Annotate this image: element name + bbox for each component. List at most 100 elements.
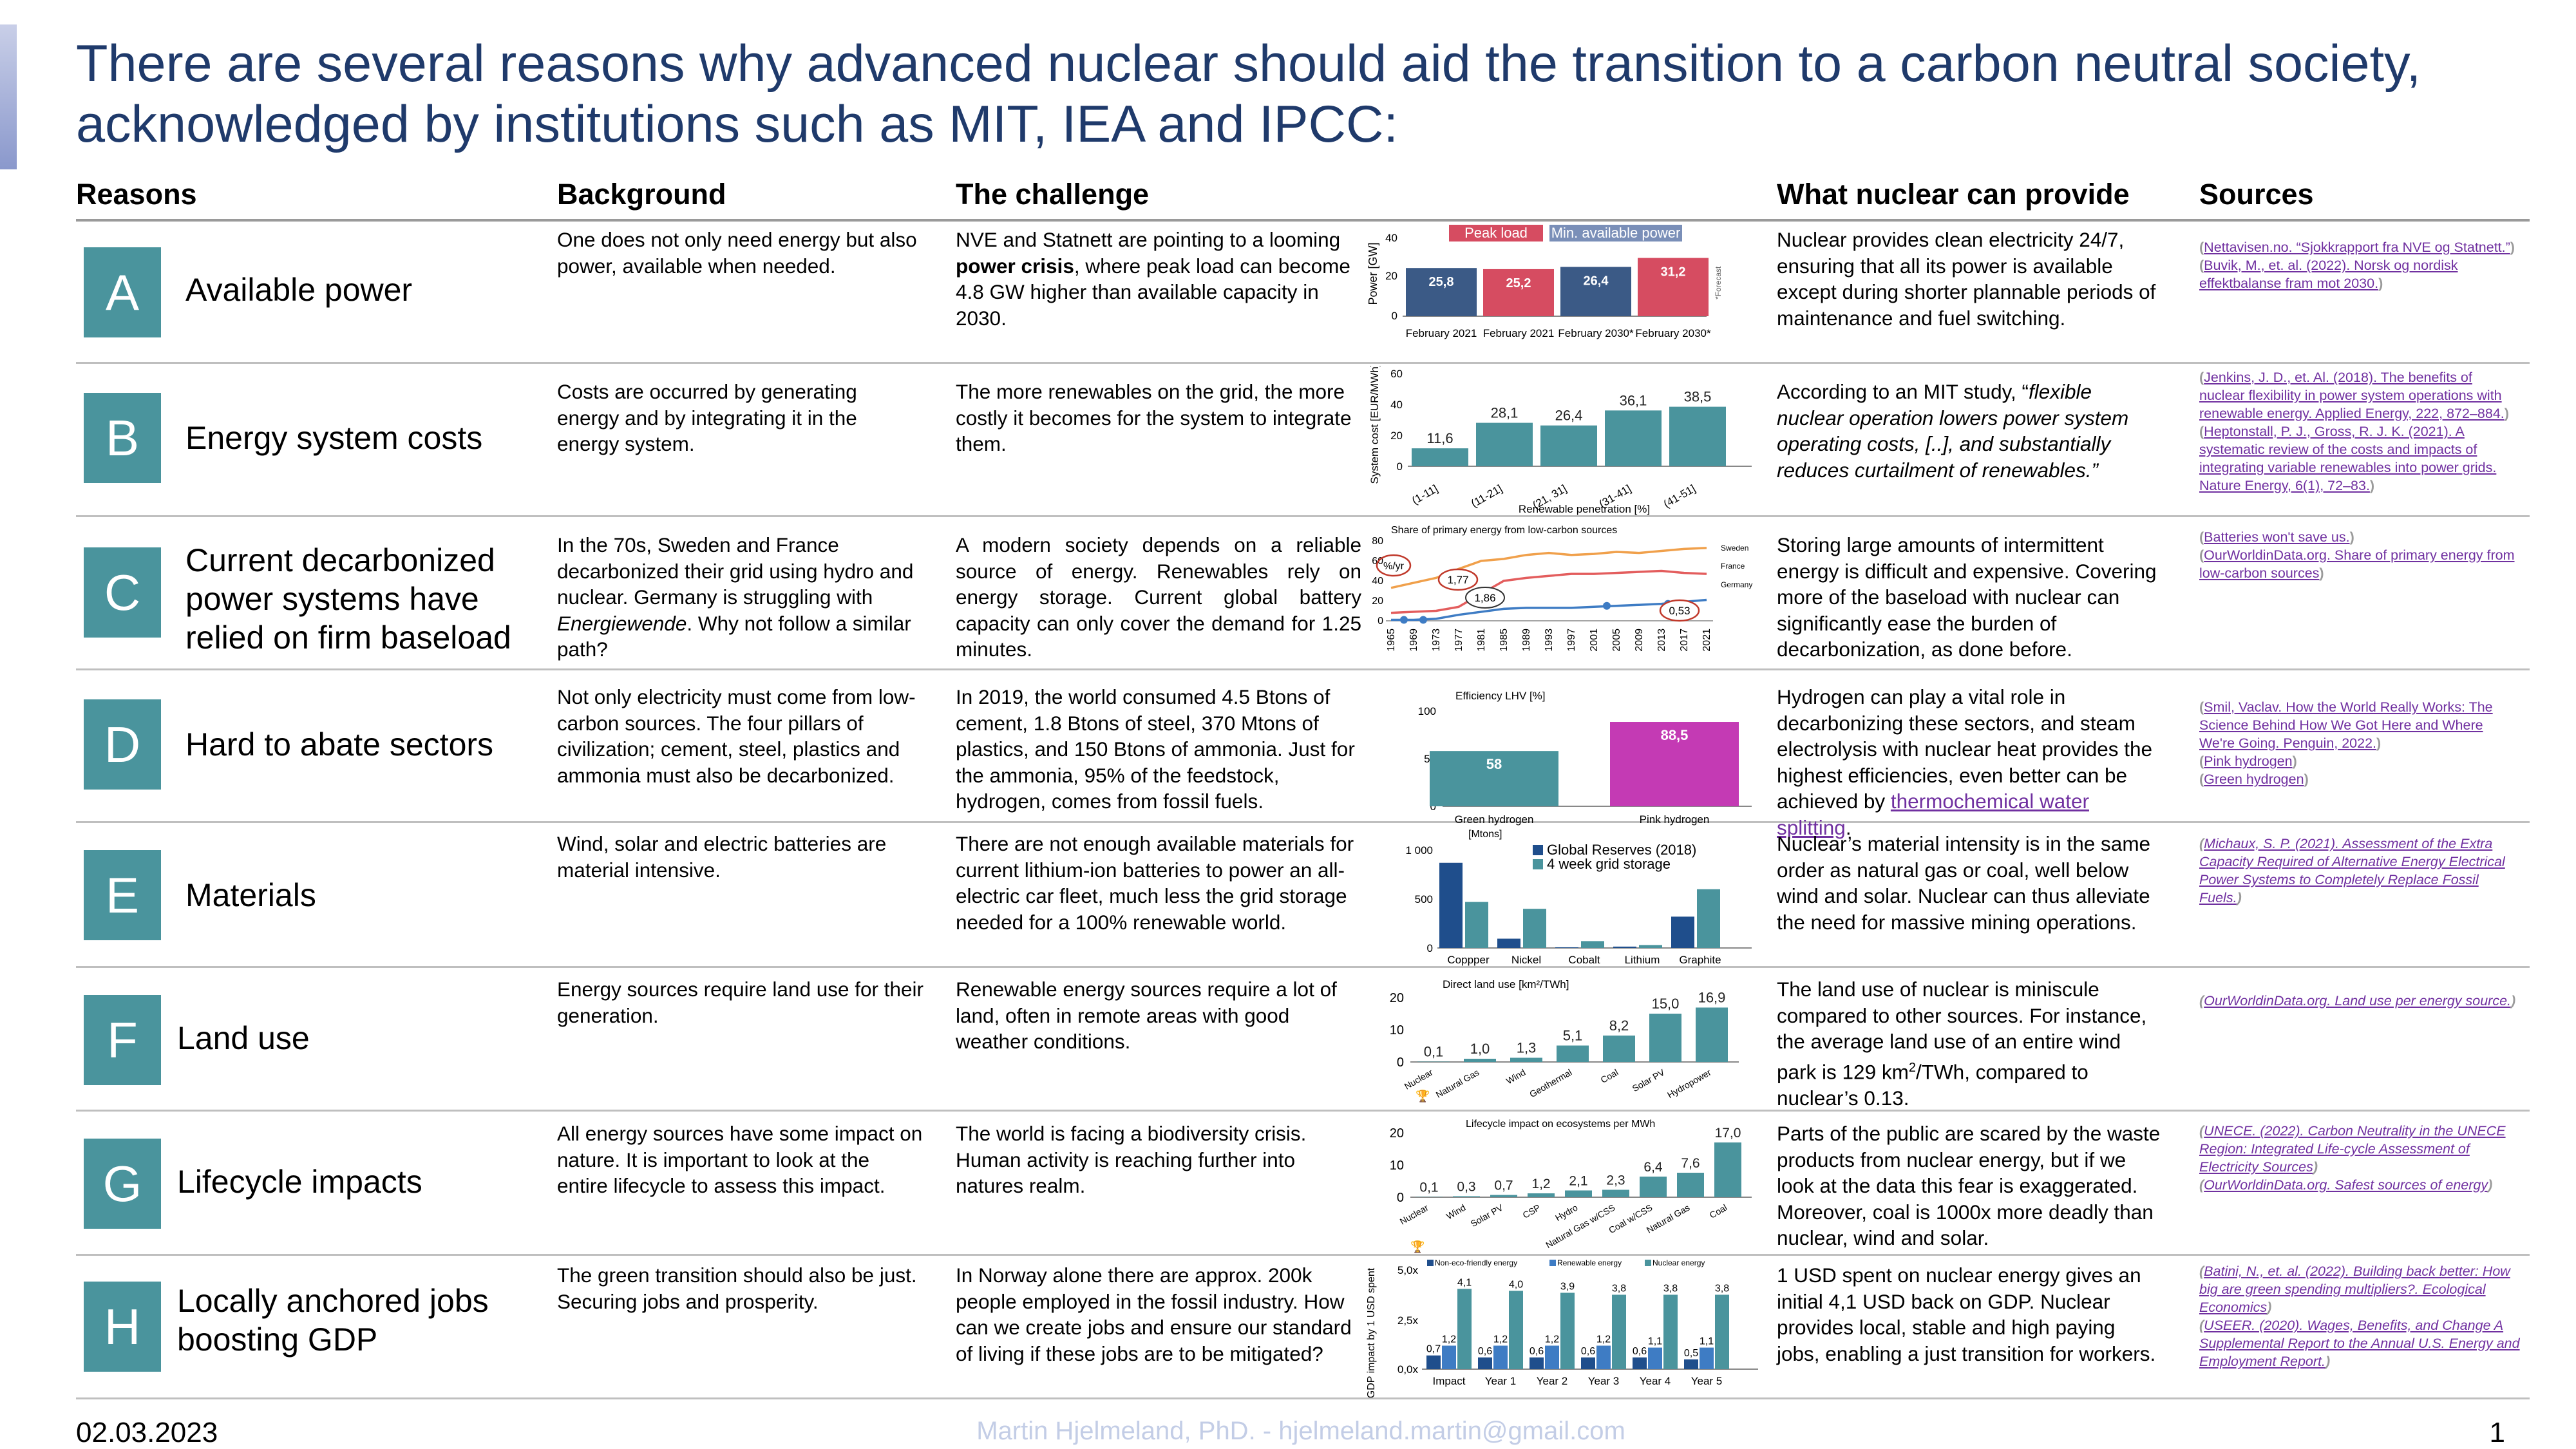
bar xyxy=(1523,909,1546,948)
bar xyxy=(1417,1061,1450,1062)
data-label: 0,7 xyxy=(1494,1179,1513,1193)
category-label: (1-11] xyxy=(1410,482,1440,507)
bar xyxy=(1581,1357,1595,1369)
source-link[interactable]: (Buvik, M., et. al. (2022). Norsk og nor… xyxy=(2199,258,2458,291)
bar xyxy=(1565,1190,1592,1197)
row-letter-badge: G xyxy=(84,1139,161,1229)
sources-list: (Jenkins, J. D., et. Al. (2018). The ben… xyxy=(2199,368,2521,495)
bar xyxy=(1457,1289,1472,1369)
data-label: 2,1 xyxy=(1569,1174,1587,1189)
data-label: 3,8 xyxy=(1663,1283,1678,1294)
challenge-text: The more renewables on the grid, the mor… xyxy=(956,380,1352,455)
reason-name: Materials xyxy=(185,877,316,913)
y-tick: 0 xyxy=(1427,942,1433,954)
reason-name: Current decarbonized power systems have … xyxy=(185,542,511,656)
source-link[interactable]: (Green hydrogen) xyxy=(2199,772,2309,787)
category-label: Hydro xyxy=(1553,1202,1580,1224)
bar xyxy=(1416,1197,1443,1198)
category-label: Natural Gas xyxy=(1434,1067,1481,1100)
background-text: Energy sources require land use for thei… xyxy=(557,978,924,1027)
y-tick: 0 xyxy=(1392,310,1397,322)
data-label: 26,4 xyxy=(1555,408,1583,424)
bar xyxy=(1430,751,1558,806)
data-label: 0,6 xyxy=(1530,1346,1544,1357)
legend-storage: 4 week grid storage xyxy=(1547,856,1671,872)
bar xyxy=(1696,1007,1728,1062)
data-point xyxy=(1419,616,1427,624)
bar xyxy=(1596,1345,1611,1369)
background-text: In the 70s, Sweden and France decarboniz… xyxy=(557,533,914,661)
challenge-text: A modern society depends on a reliable s… xyxy=(956,533,1361,661)
bar xyxy=(1714,1142,1741,1197)
category-label: (41-51] xyxy=(1662,482,1698,510)
bar xyxy=(1464,1059,1496,1062)
source-link[interactable]: (UNECE. (2022). Carbon Neutrality in the… xyxy=(2199,1123,2506,1175)
bar xyxy=(1465,902,1488,948)
reason-name: Available power xyxy=(185,272,413,308)
category-label: Year 2 xyxy=(1537,1375,1568,1387)
bar xyxy=(1412,448,1468,466)
row-letter-badge: C xyxy=(84,547,161,638)
y-tick: 100 xyxy=(1418,705,1436,717)
thermochemical-link[interactable]: thermochemical water splitting xyxy=(1777,790,2089,839)
annotation-value: 1,77 xyxy=(1447,574,1468,586)
source-link[interactable]: (USEER. (2020). Wages, Benefits, and Cha… xyxy=(2199,1318,2520,1369)
legend-swatch-peak xyxy=(1449,225,1543,242)
bar xyxy=(1442,1345,1456,1369)
data-label: 1,2 xyxy=(1545,1334,1559,1345)
data-label: 0,1 xyxy=(1419,1180,1438,1195)
challenge-text: There are not enough available materials… xyxy=(956,832,1354,934)
annotation-circle xyxy=(1376,554,1412,577)
y-tick: 20 xyxy=(1390,1126,1404,1141)
chart-title: Efficiency LHV [%] xyxy=(1455,690,1546,702)
header-background: Background xyxy=(557,178,726,211)
bar xyxy=(1671,916,1694,948)
x-tick: 1965 xyxy=(1386,629,1397,652)
reason-name: Land use xyxy=(177,1020,310,1056)
data-label: 1,2 xyxy=(1531,1177,1550,1191)
legend-reserves: Global Reserves (2018) xyxy=(1547,842,1696,858)
chart-lifecycle-impact: Lifecycle impact on ecosystems per MWh 2… xyxy=(1365,1114,1765,1255)
category-label: Impact xyxy=(1432,1375,1465,1387)
annotation-circle xyxy=(1465,587,1505,609)
reason-name: Hard to abate sectors xyxy=(185,726,494,762)
y-tick: 0,0x xyxy=(1397,1363,1419,1376)
legend-nuclear: Nuclear energy xyxy=(1653,1258,1705,1267)
y-axis-label: GDP impact by 1 USD spent xyxy=(1366,1267,1377,1397)
source-link[interactable]: (Batteries won't save us.) xyxy=(2199,529,2354,545)
y-tick: 20 xyxy=(1385,270,1397,282)
y-tick: 0 xyxy=(1378,616,1383,627)
source-link[interactable]: (Smil, Vaclav. How the World Really Work… xyxy=(2199,699,2493,751)
source-link[interactable]: (Nettavisen.no. “Sjokkrapport fra NVE og… xyxy=(2199,240,2515,255)
trophy-icon: 🏆 xyxy=(1416,1089,1430,1103)
bar xyxy=(1555,947,1578,948)
source-link[interactable]: (Heptonstall, P. J., Gross, R. J. K. (20… xyxy=(2199,424,2497,493)
data-point xyxy=(1603,601,1611,610)
source-link[interactable]: (Batini, N., et. al. (2022). Building ba… xyxy=(2199,1264,2510,1315)
bar xyxy=(1557,1045,1589,1062)
annotation-unit: %/yr xyxy=(1383,561,1405,572)
trophy-icon: 🏆 xyxy=(1410,1240,1425,1253)
y-tick: 40 xyxy=(1372,576,1383,587)
header-nuclear: What nuclear can provide xyxy=(1777,178,2130,211)
sources-list: (Batteries won't save us.) (OurWorldinDa… xyxy=(2199,528,2521,582)
source-link[interactable]: (OurWorldinData.org. Share of primary en… xyxy=(2199,547,2515,581)
x-tick: 1985 xyxy=(1499,629,1510,652)
source-link[interactable]: (OurWorldinData.org. Safest sources of e… xyxy=(2199,1177,2493,1193)
bar xyxy=(1648,1347,1662,1369)
data-label: 1,3 xyxy=(1517,1040,1537,1056)
source-link[interactable]: (Jenkins, J. D., et. Al. (2018). The ben… xyxy=(2199,370,2509,421)
data-label: 0,1 xyxy=(1424,1044,1444,1060)
background-text: Not only electricity must come from low-… xyxy=(557,685,916,787)
row-letter-badge: B xyxy=(84,393,161,483)
source-link[interactable]: (Pink hydrogen) xyxy=(2199,753,2297,769)
reason-name: Locally anchored jobs boosting GDP xyxy=(177,1283,489,1358)
bar xyxy=(1426,1355,1441,1369)
data-label: 0,6 xyxy=(1581,1346,1595,1357)
source-link[interactable]: (Michaux, S. P. (2021). Assessment of th… xyxy=(2199,836,2505,905)
data-label: 25,2 xyxy=(1506,276,1531,290)
bar xyxy=(1638,258,1709,316)
legend-renewable: Renewable energy xyxy=(1557,1258,1622,1267)
source-link[interactable]: (OurWorldinData.org. Land use per energy… xyxy=(2199,993,2516,1009)
category-label: February 2021 xyxy=(1483,327,1555,339)
